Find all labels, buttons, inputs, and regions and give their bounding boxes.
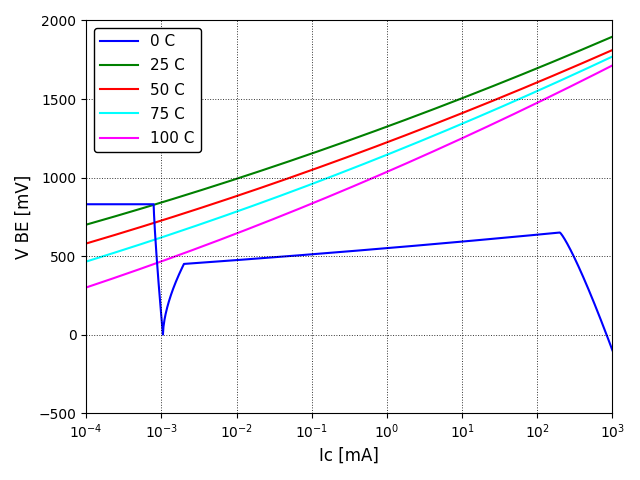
Legend: 0 C, 25 C, 50 C, 75 C, 100 C: 0 C, 25 C, 50 C, 75 C, 100 C [94,28,201,152]
50 C [444,116,451,122]
100 C [444,142,451,148]
75 C [136,241,144,247]
0 C [161,316,168,322]
Line: 50 C: 50 C [86,50,612,243]
50 C [609,47,616,53]
75 C [314,179,322,185]
Line: 75 C: 75 C [86,57,612,262]
0 C [369,246,376,252]
25 C [502,78,510,84]
100 C [493,120,500,125]
0 C [609,348,616,353]
100 C [609,62,616,68]
25 C [493,82,500,87]
0 C [573,260,580,266]
75 C [295,186,303,192]
25 C [136,206,144,212]
50 C [502,93,510,98]
X-axis label: Ic [mA]: Ic [mA] [319,447,380,465]
100 C [314,198,322,204]
Line: 0 C: 0 C [86,204,612,350]
75 C [493,106,500,112]
75 C [444,127,451,133]
50 C [314,165,322,171]
Line: 25 C: 25 C [86,36,612,225]
0 C [83,202,90,207]
25 C [444,101,451,107]
0 C [482,237,490,242]
50 C [295,172,303,178]
100 C [83,285,90,290]
50 C [83,240,90,246]
25 C [295,155,303,161]
50 C [136,225,144,230]
100 C [136,266,144,272]
25 C [83,222,90,228]
75 C [502,102,510,108]
Y-axis label: V BE [mV]: V BE [mV] [15,175,33,259]
100 C [295,206,303,212]
0 C [527,232,535,238]
Line: 100 C: 100 C [86,65,612,288]
100 C [502,115,510,120]
75 C [83,259,90,264]
25 C [609,34,616,39]
50 C [493,96,500,102]
25 C [314,148,322,154]
75 C [609,54,616,60]
0 C [150,202,157,207]
